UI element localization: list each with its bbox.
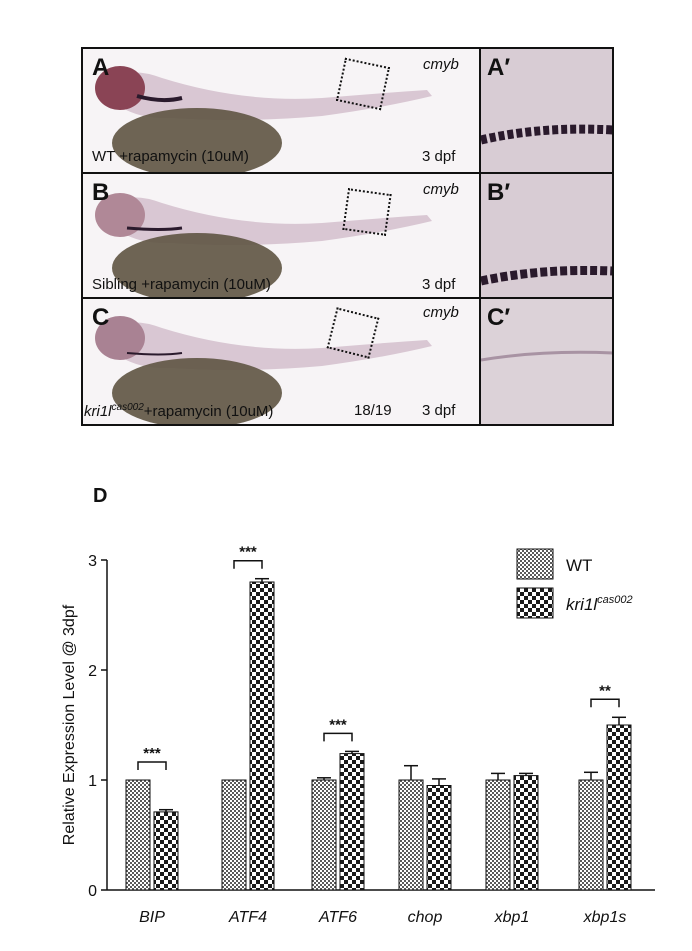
significance-marker: *** xyxy=(239,544,257,561)
bar xyxy=(513,775,539,891)
bar xyxy=(398,779,424,891)
y-tick-label: 2 xyxy=(88,663,97,680)
bar xyxy=(249,581,275,891)
bar xyxy=(221,779,247,891)
significance-marker: *** xyxy=(143,745,161,762)
chart-legend: WT kri1lcas002 xyxy=(516,548,633,619)
legend-label-mutant: kri1lcas002 xyxy=(566,594,633,614)
x-tick-label: ATF6 xyxy=(318,909,357,926)
y-axis-title: Relative Expression Level @ 3dpf xyxy=(61,604,78,845)
y-tick-label: 3 xyxy=(88,553,97,570)
bar xyxy=(153,811,179,891)
bar xyxy=(311,779,337,891)
bar xyxy=(606,724,632,891)
significance-marker: ** xyxy=(599,682,611,699)
legend-swatch-wt xyxy=(516,548,554,580)
bar xyxy=(339,753,365,891)
x-tick-label: ATF4 xyxy=(228,909,267,926)
y-tick-label: 0 xyxy=(88,883,97,900)
panel-d-label: D xyxy=(93,485,108,507)
bar xyxy=(125,779,151,891)
x-tick-label: xbp1s xyxy=(583,909,627,926)
chart-bars xyxy=(125,577,632,891)
bar xyxy=(578,779,604,891)
y-tick-label: 1 xyxy=(88,773,97,790)
significance-bracket xyxy=(137,761,167,770)
x-tick-label: chop xyxy=(408,909,443,926)
legend-swatch-mutant xyxy=(516,587,554,619)
chart-significance: *********** xyxy=(137,544,620,770)
x-tick-label: xbp1 xyxy=(494,909,530,926)
chart-axes: 0 1 2 3 BIP ATF4 ATF6 chop xbp1 xbp1s xyxy=(88,553,655,926)
significance-marker: *** xyxy=(329,716,347,733)
bar xyxy=(426,785,452,891)
legend-label-wt: WT xyxy=(566,556,592,575)
significance-bracket xyxy=(233,559,263,569)
significance-bracket xyxy=(590,698,620,708)
bar xyxy=(485,779,511,891)
x-tick-label: BIP xyxy=(139,909,165,926)
significance-bracket xyxy=(323,732,353,742)
